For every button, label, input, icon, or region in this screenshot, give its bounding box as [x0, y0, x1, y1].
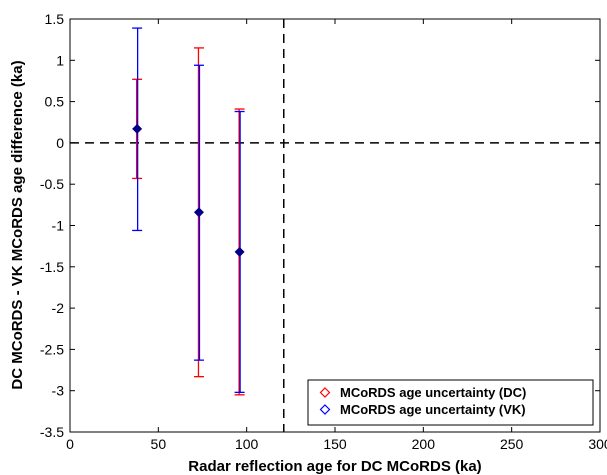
y-tick-label: 1	[56, 52, 64, 68]
y-tick-label: -1	[52, 218, 65, 234]
y-tick-label: -1.5	[40, 259, 64, 275]
data-point	[132, 123, 143, 134]
y-tick-label: 0.5	[45, 94, 65, 110]
x-tick-label: 0	[66, 436, 74, 452]
data-markers	[132, 123, 245, 257]
x-tick-label: 200	[412, 436, 436, 452]
legend: MCoRDS age uncertainty (DC) MCoRDS age u…	[307, 379, 594, 426]
y-tick-label: -2.5	[40, 341, 64, 357]
reference-lines	[70, 19, 600, 432]
y-axis-ticks: 1.5 1 0.5 0 -0.5 -1 -1.5 -2 -2.5 -3 -3.5	[40, 11, 600, 440]
y-tick-label: -2	[52, 300, 65, 316]
x-tick-label: 50	[151, 436, 167, 452]
x-tick-label: 100	[235, 436, 259, 452]
data-point	[194, 207, 204, 218]
y-axis-label: DC MCoRDS - VK MCoRDS age difference (ka…	[9, 60, 26, 389]
legend-marker-vk	[319, 404, 331, 415]
legend-marker-dc	[319, 387, 331, 398]
y-tick-label: 0	[56, 135, 64, 151]
error-bars	[132, 27, 245, 396]
y-tick-label: 1.5	[45, 11, 65, 27]
y-tick-label: -3	[52, 383, 65, 399]
y-tick-label: -0.5	[40, 176, 64, 192]
x-tick-label: 150	[323, 436, 347, 452]
legend-box	[307, 379, 594, 426]
x-axis-ticks: 0 50 100 150 200 250 300	[66, 19, 607, 452]
x-tick-label: 300	[588, 436, 607, 452]
legend-entry-vk: MCoRDS age uncertainty (VK)	[340, 402, 526, 417]
plot-area-frame	[69, 18, 601, 433]
y-tick-label: -3.5	[40, 424, 64, 440]
data-point	[234, 247, 245, 257]
x-tick-label: 250	[500, 436, 524, 452]
legend-entry-dc: MCoRDS age uncertainty (DC)	[340, 385, 526, 400]
x-axis-label: Radar reflection age for DC MCoRDS (ka)	[188, 458, 481, 475]
